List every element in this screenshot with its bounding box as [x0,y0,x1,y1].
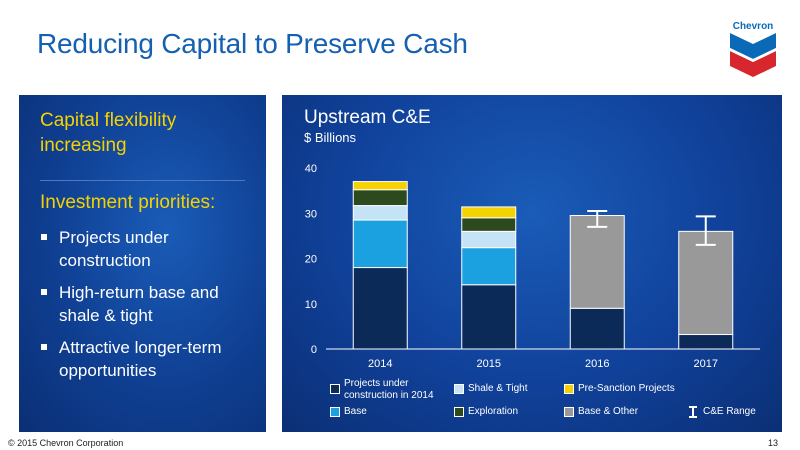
page-number: 13 [767,438,778,448]
chevron-logo: Chevron [730,21,776,77]
y-tick-label: 10 [305,299,317,311]
bar-segment [352,219,408,269]
chart-title: Upstream C&E [304,107,431,128]
bar-segment [352,189,408,207]
legend-label: Base [344,406,367,417]
bar-segment [461,206,517,219]
bullet-text: Attractive longer-term opportunities [59,338,222,380]
bar-segment [352,181,408,191]
bar-segment [678,334,734,350]
bullet-text: Projects under construction [59,228,169,270]
bar-segment [352,205,408,221]
bullet-list: Projects under construction High-return … [40,226,260,391]
panel-heading: Capital flexibility increasing [40,110,177,156]
bullet-text: High-return base and shale & tight [59,283,219,325]
bar-segment [461,217,517,232]
stacked-bar-chart: 0 10 20 30 40 2014 2015 2016 2017 [305,163,760,370]
x-tick-label: 2016 [585,358,609,370]
bullet-square-icon [41,234,47,240]
bullet-item: Projects under construction [40,226,260,272]
chart-subtitle: $ Billions [304,130,357,145]
legend-label: Shale & Tight [468,383,528,394]
legend-label: Projects under construction in 2014 [344,378,434,401]
legend-swatch [564,384,574,394]
bullet-item: High-return base and shale & tight [40,281,260,327]
logo-wordmark: Chevron [733,21,774,32]
legend-label: Exploration [468,406,519,417]
x-tick-label: 2014 [368,358,392,370]
legend-label: C&E Range [703,406,756,417]
legend-label: Base & Other [578,406,639,417]
y-tick-label: 0 [311,344,317,356]
y-tick-label: 30 [305,208,317,220]
legend-label: Pre-Sanction Projects [578,383,675,394]
range-legend-icon [689,406,697,418]
copyright: © 2015 Chevron Corporation [8,438,124,448]
bar-segment [569,307,625,350]
divider [40,180,245,181]
x-tick-label: 2017 [694,358,718,370]
legend-swatch [454,384,464,394]
legend-swatch [564,407,574,417]
y-tick-label: 20 [305,254,317,266]
slide-title: Reducing Capital to Preserve Cash [37,28,468,59]
bullet-item: Attractive longer-term opportunities [40,336,260,382]
y-tick-label: 40 [305,163,317,175]
bullet-square-icon [41,344,47,350]
bar-segment [678,230,734,336]
bar-segment [461,284,517,350]
chart-panel: Upstream C&E $ Billions 0 10 20 30 40 2014 201… [282,95,782,432]
panel-subheading: Investment priorities: [40,192,216,213]
bullet-square-icon [41,289,47,295]
priorities-panel: Capital flexibility increasing Investmen… [19,95,266,432]
legend-swatch [454,407,464,417]
x-tick-label: 2015 [477,358,501,370]
legend-swatch [330,407,340,417]
legend-swatch [330,384,340,394]
bar-segment [461,230,517,249]
bar-segment [461,247,517,286]
bar-segment [352,267,408,350]
bar-segment [569,215,625,309]
